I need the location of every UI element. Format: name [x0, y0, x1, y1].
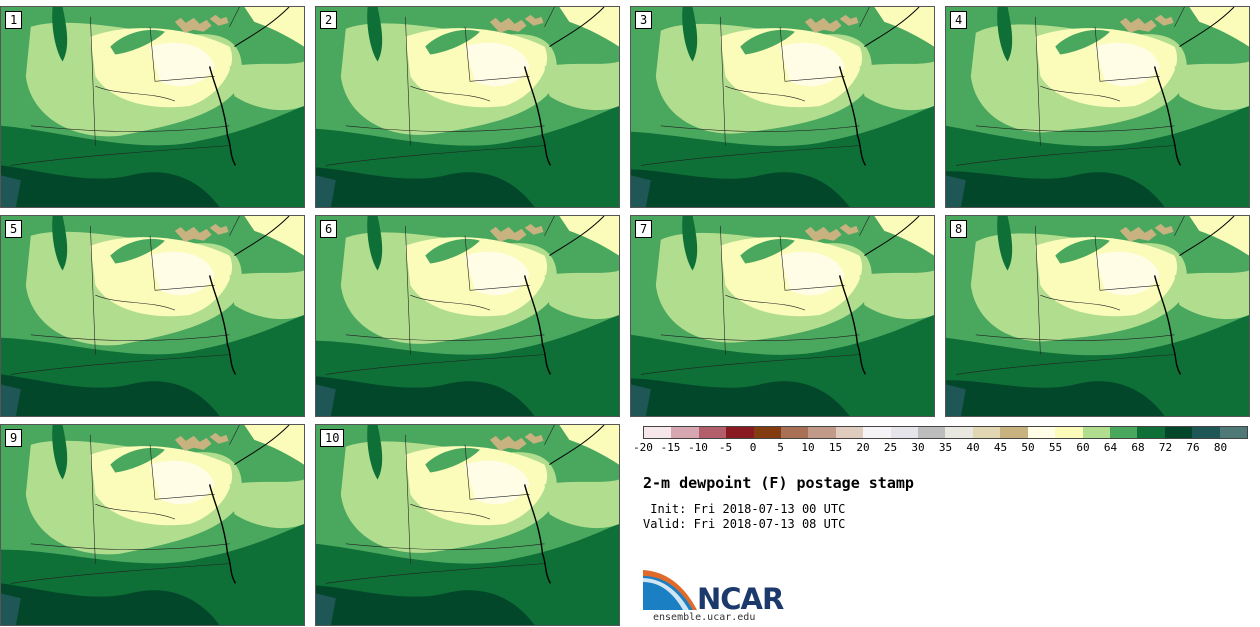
colorbar-tick-label: 76 — [1186, 441, 1200, 454]
colorbar-cell — [1055, 427, 1083, 438]
colorbar-tick-label: 68 — [1131, 441, 1145, 454]
colorbar-cell — [1027, 427, 1056, 438]
colorbar-cell — [1164, 427, 1193, 438]
colorbar-tick-label: -20 — [633, 441, 653, 454]
colorbar-tick-label: 72 — [1158, 441, 1173, 454]
colorbar-tick-label: 30 — [911, 441, 925, 454]
colorbar-cell — [781, 427, 809, 438]
colorbar-cell — [890, 427, 919, 438]
member-number-label: 4 — [950, 11, 968, 29]
colorbar-cell — [863, 427, 891, 438]
colorbar-cell — [918, 427, 946, 438]
ensemble-member-panel: 4 — [945, 6, 1250, 208]
ensemble-member-panel: 1 — [0, 6, 305, 208]
colorbar-cell — [671, 427, 699, 438]
colorbar-cell — [1219, 427, 1247, 438]
colorbar-tick-label: 25 — [883, 441, 898, 454]
colorbar-tick-label: 35 — [938, 441, 953, 454]
colorbar-cell — [698, 427, 727, 438]
colorbar-cell — [1082, 427, 1110, 438]
colorbar-cell — [972, 427, 1001, 438]
colorbar-cell — [644, 427, 672, 438]
ensemble-url: ensemble.ucar.edu — [653, 612, 756, 623]
colorbar-tick-label: 45 — [993, 441, 1008, 454]
colorbar-tick-label: -15 — [660, 441, 681, 454]
dewpoint-map — [316, 216, 619, 416]
colorbar-tick-label: 10 — [801, 441, 815, 454]
plot-title: 2-m dewpoint (F) postage stamp — [643, 474, 914, 492]
colorbar-tick-label: 5 — [777, 441, 784, 454]
member-number-label: 5 — [5, 220, 23, 238]
colorbar-cell — [1000, 427, 1028, 438]
colorbar-cell — [1192, 427, 1220, 438]
dewpoint-map — [316, 7, 619, 207]
member-number-label: 3 — [635, 11, 653, 29]
ensemble-member-panel: 10 — [315, 424, 620, 626]
valid-time: Valid: Fri 2018-07-13 08 UTC — [643, 517, 846, 531]
colorbar-cell — [835, 427, 864, 438]
member-number-label: 10 — [320, 429, 345, 447]
colorbar-tick-label: -5 — [718, 441, 733, 454]
member-number-label: 1 — [5, 11, 23, 29]
ncar-logo-text: NCAR — [697, 582, 784, 616]
member-number-label: 6 — [320, 220, 338, 238]
colorbar-tick-label: 55 — [1048, 441, 1063, 454]
colorbar-cell — [945, 427, 973, 438]
colorbar-cell — [726, 427, 754, 438]
colorbar-tick-label: 50 — [1021, 441, 1035, 454]
member-number-label: 8 — [950, 220, 968, 238]
colorbar-tick-label: 64 — [1103, 441, 1118, 454]
colorbar-tick-label: 20 — [856, 441, 870, 454]
colorbar-cell — [1137, 427, 1165, 438]
member-number-label: 7 — [635, 220, 653, 238]
member-number-label: 9 — [5, 429, 23, 447]
ensemble-member-panel: 9 — [0, 424, 305, 626]
ensemble-member-panel: 6 — [315, 215, 620, 417]
colorbar-tick-label: 80 — [1213, 441, 1228, 454]
ensemble-member-panel: 2 — [315, 6, 620, 208]
ensemble-member-panel: 8 — [945, 215, 1250, 417]
member-number-label: 2 — [320, 11, 338, 29]
colorbar-cell — [753, 427, 782, 438]
ensemble-member-panel: 5 — [0, 215, 305, 417]
dewpoint-map — [631, 7, 934, 207]
colorbar-cell — [1109, 427, 1138, 438]
colorbar-tick-label: 60 — [1076, 441, 1090, 454]
colorbar-cell — [808, 427, 836, 438]
ensemble-member-panel: 7 — [630, 215, 935, 417]
dewpoint-map — [1, 216, 304, 416]
dewpoint-map — [316, 425, 619, 625]
dewpoint-colorbar — [643, 426, 1248, 439]
colorbar-tick-label: 40 — [966, 441, 980, 454]
dewpoint-map — [946, 7, 1249, 207]
colorbar-tick-label: -10 — [688, 441, 708, 454]
ensemble-member-panel: 3 — [630, 6, 935, 208]
colorbar-tick-label: 0 — [749, 441, 757, 454]
dewpoint-map — [946, 216, 1249, 416]
ncar-logo-icon — [643, 570, 697, 610]
init-time: Init: Fri 2018-07-13 00 UTC — [643, 502, 846, 516]
colorbar-tick-label: 15 — [828, 441, 843, 454]
dewpoint-map — [1, 425, 304, 625]
dewpoint-map — [631, 216, 934, 416]
dewpoint-map — [1, 7, 304, 207]
colorbar-ticks: -20 -15 -10 -5 0 5 10 15 20 25 30 35 40 45 50 55 60 64 68 7… — [633, 441, 1248, 457]
